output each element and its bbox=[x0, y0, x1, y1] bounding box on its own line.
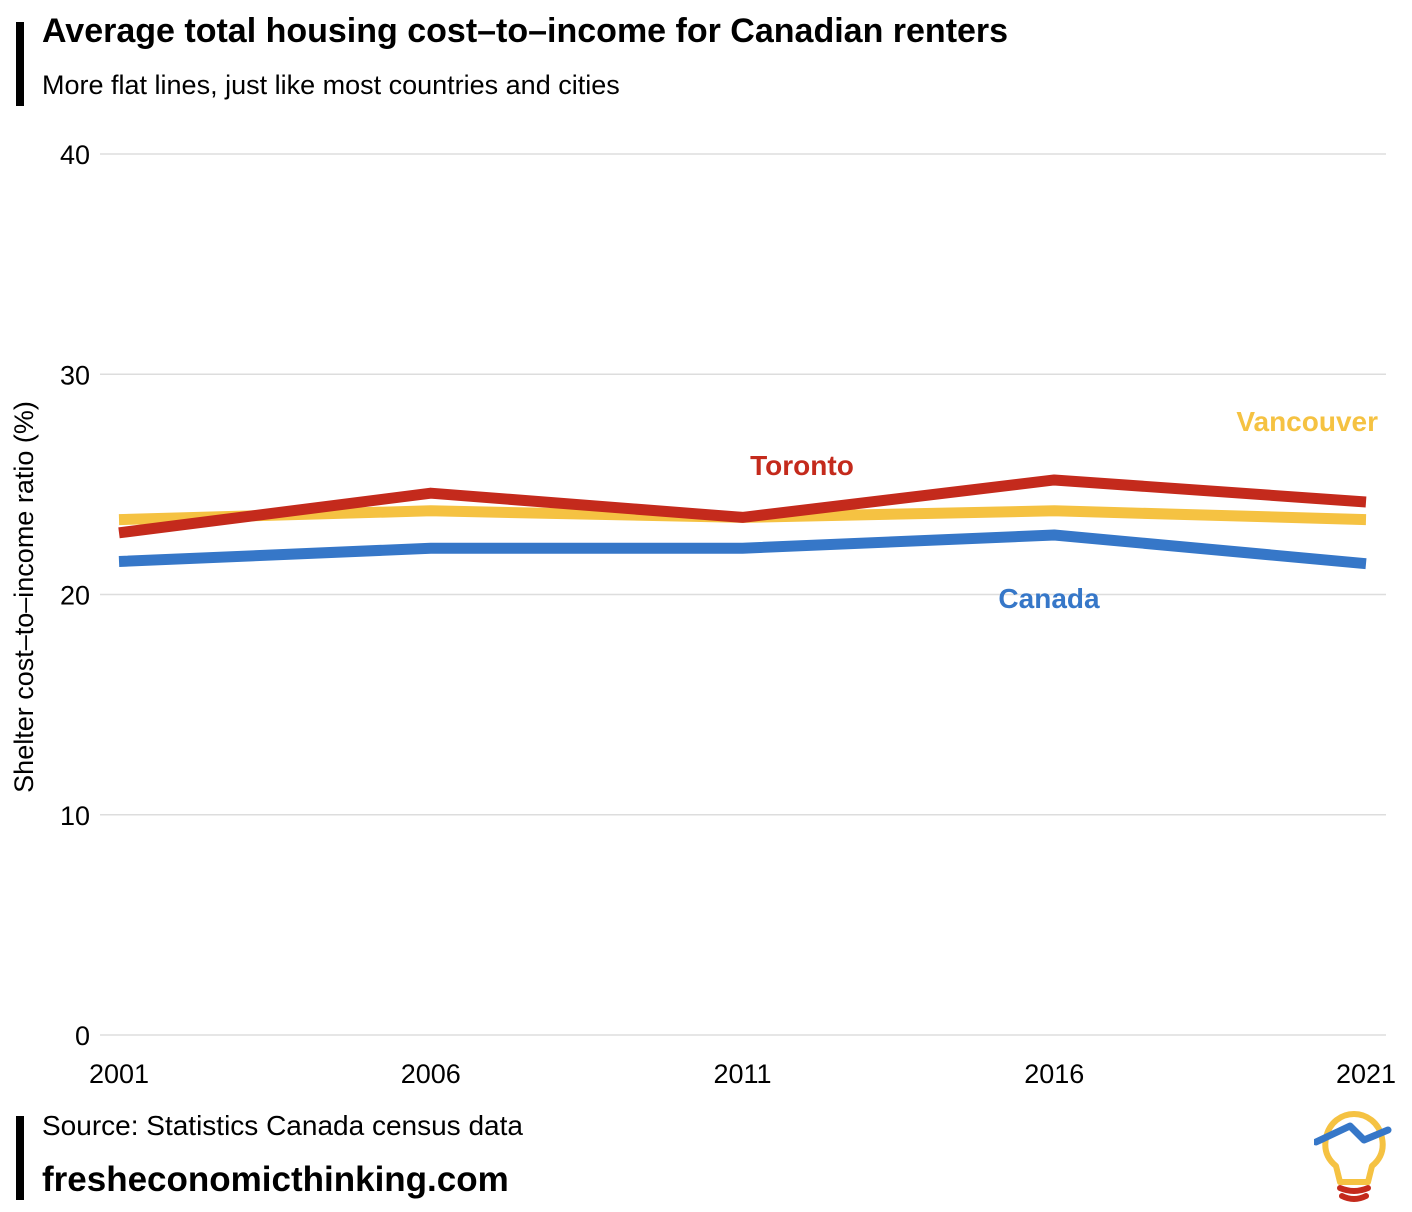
footer-accent-bar bbox=[16, 1116, 24, 1200]
y-axis-label: Shelter cost–to–income ratio (%) bbox=[9, 401, 39, 793]
series-labels: Vancouver Toronto Canada bbox=[750, 406, 1378, 614]
y-tick-label: 10 bbox=[60, 801, 90, 831]
series-label-canada: Canada bbox=[998, 583, 1100, 614]
series-label-toronto: Toronto bbox=[750, 450, 854, 481]
x-tick-label: 2021 bbox=[1336, 1059, 1396, 1089]
series-line-toronto bbox=[118, 474, 1367, 539]
y-tick-label: 30 bbox=[60, 360, 90, 390]
title-accent-bar bbox=[16, 22, 24, 106]
y-tick-label: 0 bbox=[75, 1021, 90, 1051]
site-name: fresheconomicthinking.com bbox=[42, 1160, 509, 1199]
source-note: Source: Statistics Canada census data bbox=[42, 1110, 523, 1141]
y-axis-ticks: 0 10 20 30 40 bbox=[60, 140, 90, 1051]
y-tick-label: 20 bbox=[60, 581, 90, 611]
x-axis-ticks: 2001 2006 2011 2016 2021 bbox=[89, 1059, 1396, 1089]
x-tick-label: 2011 bbox=[713, 1059, 771, 1089]
x-tick-label: 2001 bbox=[89, 1059, 149, 1089]
y-tick-label: 40 bbox=[60, 140, 90, 170]
lightbulb-trend-icon bbox=[1314, 1111, 1392, 1202]
line-chart: 0 10 20 30 40 2001 2006 2011 2016 2021 Shelter c… bbox=[9, 140, 1396, 1089]
chart-subtitle: More flat lines, just like most countrie… bbox=[42, 70, 620, 100]
series-line-canada bbox=[118, 529, 1367, 570]
x-tick-label: 2006 bbox=[401, 1059, 461, 1089]
series-label-vancouver: Vancouver bbox=[1236, 406, 1378, 437]
x-tick-label: 2016 bbox=[1024, 1059, 1084, 1089]
gridlines bbox=[100, 153, 1386, 1036]
chart-title: Average total housing cost–to–income for… bbox=[42, 12, 1009, 50]
series-lines bbox=[118, 474, 1367, 570]
